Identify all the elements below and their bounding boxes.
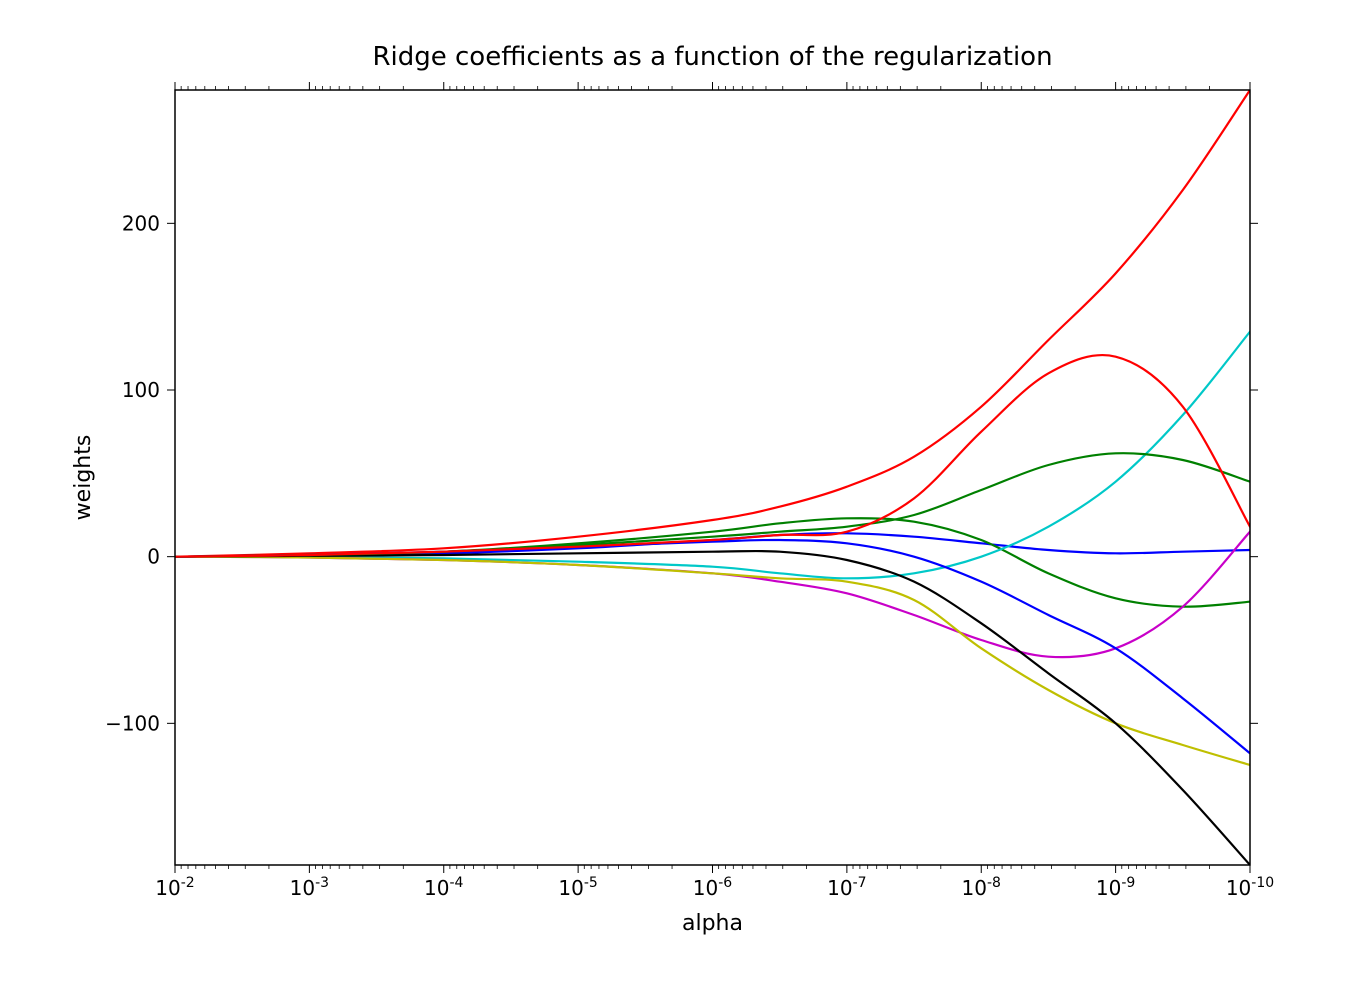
ridge-chart: 10-210-310-410-510-610-710-810-910-10−10… [0,0,1370,1008]
y-tick-label: 100 [122,378,160,402]
chart-container: 10-210-310-410-510-610-710-810-910-10−10… [0,0,1370,1008]
chart-title: Ridge coefficients as a function of the … [372,42,1052,72]
y-axis-label: weights [71,435,96,521]
y-tick-label: 0 [147,545,160,569]
x-axis-label: alpha [682,911,743,936]
y-tick-label: −100 [105,711,160,735]
y-tick-label: 200 [122,211,160,235]
